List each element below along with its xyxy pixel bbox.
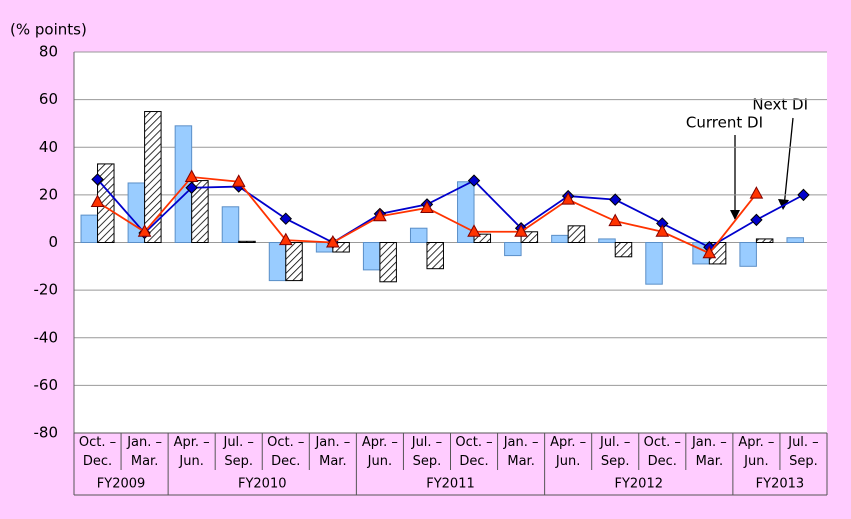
bar xyxy=(221,206,240,243)
x-tick-label: Jul. – Sep. xyxy=(222,435,253,469)
y-tick-label: 0 xyxy=(48,233,58,251)
marker xyxy=(326,234,340,248)
marker xyxy=(749,186,764,199)
group-label: FY2011 xyxy=(426,477,475,492)
marker xyxy=(278,232,293,246)
y-axis-label: (% points) xyxy=(10,21,87,39)
x-tick-label: Oct. – Dec. xyxy=(644,435,681,469)
x-tick-label: Jul. – Sep. xyxy=(787,435,818,469)
marker xyxy=(467,224,481,237)
marker xyxy=(609,193,622,206)
bar xyxy=(786,237,804,244)
bar xyxy=(409,227,428,243)
marker xyxy=(185,181,198,194)
bar xyxy=(645,242,663,285)
annotation: Next DI xyxy=(752,96,808,114)
marker xyxy=(279,212,292,225)
bar xyxy=(504,242,522,257)
y-tick-label: -40 xyxy=(34,328,59,346)
bar xyxy=(520,231,539,244)
x-tick-label: Jan. – Mar. xyxy=(691,435,727,469)
bar xyxy=(379,242,397,283)
group-label: FY2010 xyxy=(238,477,287,492)
bar xyxy=(362,242,381,271)
bar xyxy=(80,214,99,244)
x-tick-label: Apr. – Jun. xyxy=(174,435,210,469)
x-tick-label: Oct. – Dec. xyxy=(79,435,116,469)
bar xyxy=(567,225,586,244)
bar xyxy=(238,240,256,243)
x-tick-label: Jan. – Mar. xyxy=(503,435,539,469)
x-tick-label: Oct. – Dec. xyxy=(455,435,492,469)
marker xyxy=(90,194,105,208)
bar xyxy=(739,242,757,267)
bar xyxy=(144,111,162,243)
line xyxy=(96,178,804,249)
x-tick-label: Apr. – Jun. xyxy=(738,435,774,469)
annotation: Current DI xyxy=(686,114,763,132)
marker xyxy=(91,173,104,186)
bar xyxy=(457,181,475,243)
marker xyxy=(184,169,199,183)
marker xyxy=(373,208,387,222)
marker xyxy=(231,174,246,187)
marker xyxy=(467,174,481,187)
annotation-arrow xyxy=(783,117,794,208)
x-tick-label: Apr. – Jun. xyxy=(550,435,586,469)
group-label: FY2013 xyxy=(756,477,805,492)
x-tick-label: Jul. – Sep. xyxy=(599,435,630,469)
group-label: FY2009 xyxy=(97,477,146,492)
marker xyxy=(702,245,717,259)
marker xyxy=(655,224,670,237)
x-tick-label: Jul. – Sep. xyxy=(411,435,442,469)
x-tick-label: Apr. – Jun. xyxy=(362,435,398,469)
y-tick-label: 20 xyxy=(39,185,58,203)
marker xyxy=(750,213,763,227)
y-tick-label: -20 xyxy=(34,281,59,299)
marker xyxy=(561,192,575,205)
annotation-arrowhead xyxy=(730,210,740,220)
y-tick-label: 80 xyxy=(39,43,58,61)
x-tick-label: Jan. – Mar. xyxy=(314,435,350,469)
marker xyxy=(137,224,152,237)
bar xyxy=(268,242,287,282)
marker xyxy=(514,224,528,237)
bar xyxy=(426,242,444,270)
bar xyxy=(285,242,303,282)
x-tick-label: Oct. – Dec. xyxy=(267,435,304,469)
group-label: FY2012 xyxy=(614,477,663,492)
bar xyxy=(473,233,492,243)
bar xyxy=(191,180,209,243)
bar xyxy=(551,234,569,243)
y-tick-label: 60 xyxy=(39,90,58,108)
marker xyxy=(797,188,810,202)
marker xyxy=(608,213,623,227)
bar xyxy=(614,242,633,258)
bar xyxy=(598,238,616,244)
y-tick-label: -80 xyxy=(34,424,59,442)
marker xyxy=(420,200,434,213)
y-tick-label: -60 xyxy=(34,376,59,394)
bar xyxy=(755,238,774,244)
y-tick-label: 40 xyxy=(39,138,58,156)
x-tick-label: Jan. – Mar. xyxy=(126,435,162,469)
